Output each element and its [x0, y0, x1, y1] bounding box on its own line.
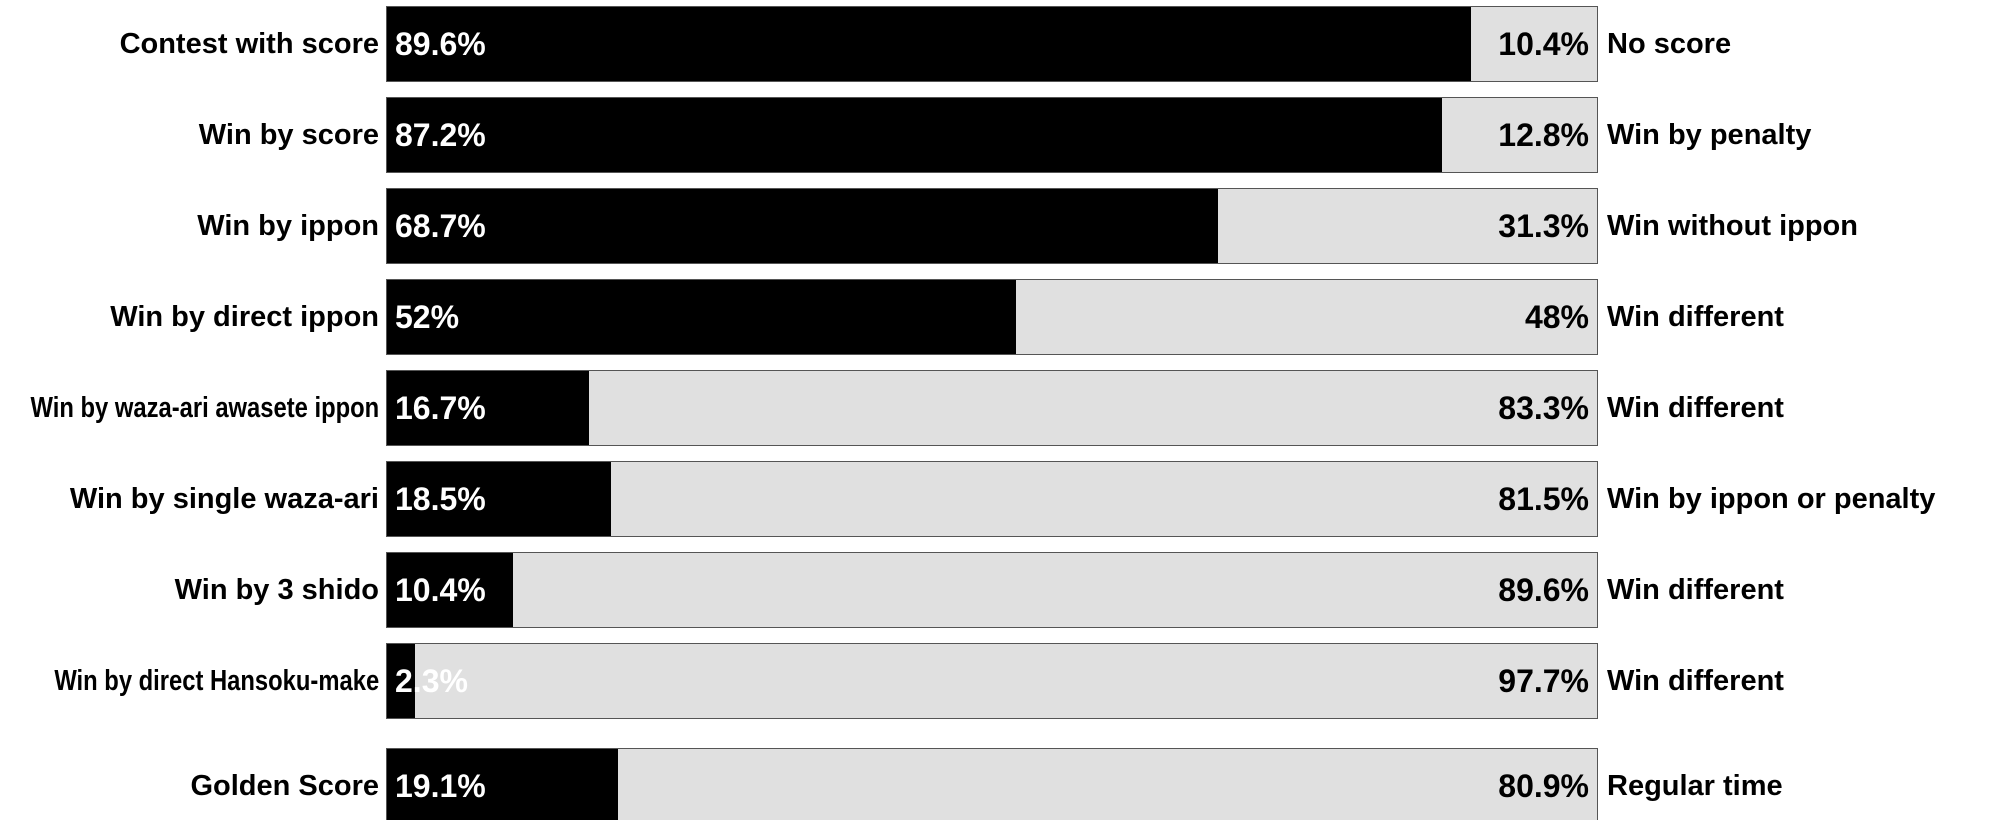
left-percentage-label: 19.1% — [395, 768, 486, 804]
chart-row: Contest with score 89.6% 10.4% No score — [0, 6, 1991, 82]
stacked-bar: 89.6% 10.4% — [386, 6, 1598, 82]
stacked-bar: 19.1% 80.9% — [386, 748, 1598, 820]
stacked-bar: 10.4% 89.6% — [386, 552, 1598, 628]
right-percentage-label: 10.4% — [1498, 26, 1589, 62]
stacked-bar: 68.7% 31.3% — [386, 188, 1598, 264]
bar-fill-left-segment — [387, 462, 611, 536]
left-percentage-label: 2.3% — [395, 663, 468, 699]
left-category-label: Win by direct Hansoku-make — [54, 665, 379, 697]
chart-row: Win by direct ippon 52% 48% Win different — [0, 279, 1991, 355]
right-percentage-label: 89.6% — [1498, 572, 1589, 608]
left-category-label: Win by single waza-ari — [69, 483, 379, 515]
left-category-label: Win by 3 shido — [174, 574, 379, 606]
left-percentage-label: 16.7% — [395, 390, 486, 426]
left-percentage-label: 68.7% — [395, 208, 486, 244]
bar-fill-left-segment — [387, 280, 1017, 354]
right-category-label: Win different — [1607, 665, 1784, 697]
left-percentage-label: 10.4% — [395, 572, 486, 608]
right-percentage-label: 48% — [1524, 299, 1589, 335]
left-category-label: Win by ippon — [197, 210, 379, 242]
stacked-bar: 16.7% 83.3% — [386, 370, 1598, 446]
bar-fill-left-segment — [387, 749, 619, 820]
bar-fill-left-segment — [387, 371, 590, 445]
right-percentage-label: 97.7% — [1498, 663, 1589, 699]
chart-row: Win by single waza-ari 18.5% 81.5% Win by i… — [0, 461, 1991, 537]
stacked-bar: 52% 48% — [386, 279, 1598, 355]
left-percentage-label: 89.6% — [395, 26, 486, 62]
bar-fill-left-segment — [387, 189, 1219, 263]
chart-row: Win by score 87.2% 12.8% Win by penalty — [0, 97, 1991, 173]
right-category-label: Regular time — [1607, 770, 1783, 802]
right-category-label: Win different — [1607, 574, 1784, 606]
left-percentage-label: 18.5% — [395, 481, 486, 517]
left-category-label: Win by waza-ari awasete ippon — [30, 392, 379, 424]
left-category-label: Win by score — [198, 119, 379, 151]
right-percentage-label: 12.8% — [1498, 117, 1589, 153]
right-percentage-label: 31.3% — [1498, 208, 1589, 244]
left-percentage-label: 87.2% — [395, 117, 486, 153]
bar-fill-left-segment — [387, 7, 1472, 81]
right-category-label: Win without ippon — [1607, 210, 1858, 242]
bar-fill-left-segment — [387, 98, 1443, 172]
stacked-bar: 18.5% 81.5% — [386, 461, 1598, 537]
left-category-label: Golden Score — [190, 770, 379, 802]
right-category-label: Win different — [1607, 392, 1784, 424]
chart-row: Win by 3 shido 10.4% 89.6% Win different — [0, 552, 1991, 628]
bar-fill-left-segment — [387, 553, 513, 627]
right-percentage-label: 80.9% — [1498, 768, 1589, 804]
chart-row: Win by waza-ari awasete ippon 16.7% 83.3% W… — [0, 370, 1991, 446]
right-percentage-label: 83.3% — [1498, 390, 1589, 426]
right-category-label: Win different — [1607, 301, 1784, 333]
chart-row: Win by direct Hansoku-make 2.3% 97.7% Win d… — [0, 643, 1991, 719]
left-category-label: Win by direct ippon — [110, 301, 379, 333]
stacked-bar: 2.3% 97.7% — [386, 643, 1598, 719]
left-category-label: Contest with score — [119, 28, 379, 60]
chart-row: Win by ippon 68.7% 31.3% Win without ippon — [0, 188, 1991, 264]
right-category-label: Win by ippon or penalty — [1607, 483, 1936, 515]
stacked-bar: 87.2% 12.8% — [386, 97, 1598, 173]
right-percentage-label: 81.5% — [1498, 481, 1589, 517]
left-percentage-label: 52% — [395, 299, 460, 335]
chart-row: Golden Score 19.1% 80.9% Regular time — [0, 748, 1991, 820]
right-category-label: No score — [1607, 28, 1732, 60]
bar-fill-left-segment — [387, 644, 415, 718]
right-category-label: Win by penalty — [1607, 119, 1812, 151]
